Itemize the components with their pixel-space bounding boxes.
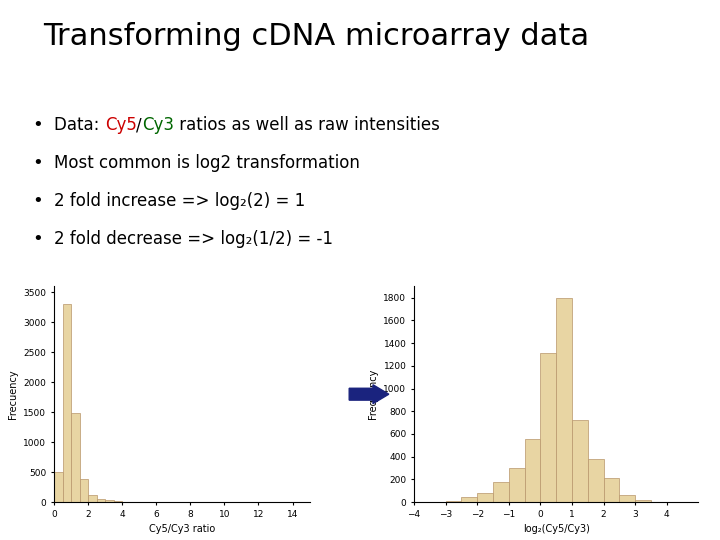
Text: ratios as well as raw intensities: ratios as well as raw intensities <box>174 116 440 134</box>
Text: •: • <box>32 116 43 134</box>
X-axis label: log₂(Cy5/Cy3): log₂(Cy5/Cy3) <box>523 524 590 535</box>
Bar <box>493 482 509 502</box>
Text: 2 fold increase => log₂(2) = 1: 2 fold increase => log₂(2) = 1 <box>54 192 305 210</box>
Bar <box>635 500 651 502</box>
Bar <box>88 495 96 502</box>
Y-axis label: Frecuency: Frecuency <box>8 369 18 419</box>
Bar <box>462 496 477 502</box>
Bar <box>79 480 88 502</box>
Bar <box>105 501 114 502</box>
Text: 2 fold decrease => log₂(1/2) = -1: 2 fold decrease => log₂(1/2) = -1 <box>54 230 333 247</box>
Bar <box>96 498 105 502</box>
Bar <box>54 472 63 502</box>
Bar <box>556 298 572 502</box>
Text: •: • <box>32 230 43 247</box>
Bar <box>477 493 493 502</box>
Bar <box>541 353 556 502</box>
Bar <box>63 304 71 502</box>
Text: /: / <box>137 116 142 134</box>
Y-axis label: Frequency: Frequency <box>368 369 378 420</box>
Bar <box>603 478 619 502</box>
Bar <box>509 468 525 502</box>
Bar <box>572 420 588 502</box>
X-axis label: Cy5/Cy3 ratio: Cy5/Cy3 ratio <box>148 524 215 535</box>
Bar <box>588 459 603 502</box>
Bar <box>71 414 79 502</box>
Text: Data:: Data: <box>54 116 104 134</box>
Text: Cy3: Cy3 <box>142 116 174 134</box>
Text: •: • <box>32 154 43 172</box>
Text: Cy5: Cy5 <box>104 116 137 134</box>
Text: •: • <box>32 192 43 210</box>
Text: Transforming cDNA microarray data: Transforming cDNA microarray data <box>43 22 590 51</box>
Bar <box>525 438 541 502</box>
Text: Most common is log2 transformation: Most common is log2 transformation <box>54 154 360 172</box>
Bar <box>619 495 635 502</box>
Bar <box>114 501 122 502</box>
Bar <box>446 501 462 502</box>
